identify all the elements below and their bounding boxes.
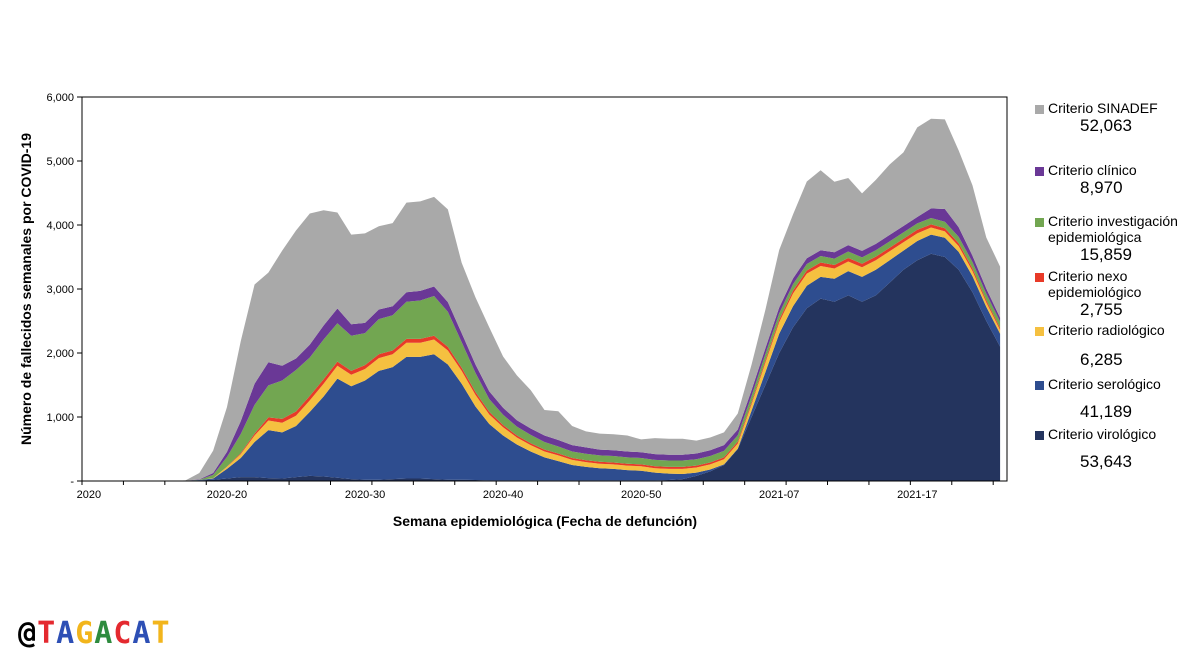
x-tick-label: 2021-17 [897,489,937,501]
x-tick-label: 2021-07 [759,489,799,501]
x-tick-label: 2020-30 [345,489,385,501]
legend-item: Criterio serológico 41,189 [1035,376,1195,421]
watermark-letter: A [56,616,76,651]
legend-total: 8,970 [1080,178,1123,197]
x-tick-label: 2020-40 [483,489,523,501]
legend-item: Criterio investigación epidemiológica 15,… [1035,213,1195,264]
watermark-letter: C [113,616,133,651]
y-axis-title: Número de fallecidos semanales por COVID… [18,133,34,445]
legend-total: 41,189 [1080,402,1132,421]
x-tick-label: 2020-50 [621,489,661,501]
legend-swatch [1035,105,1044,114]
y-tick-label: 2,000 [46,348,74,360]
legend-total: 53,643 [1080,452,1132,471]
legend-label: Criterio serológico [1048,376,1161,392]
legend-swatch [1035,431,1044,440]
legend-item: Criterio virológico 53,643 [1035,426,1195,471]
area-series-4 [144,217,1001,481]
y-tick-label: - [70,476,74,488]
area-series-6 [144,118,1001,481]
watermark-at: @ [18,616,38,651]
legend-label: Criterio SINADEF [1048,100,1158,116]
legend-item: Criterio nexo epidemiológico 2,755 [1035,268,1195,319]
area-layers [82,118,1007,482]
x-tick-label: 2020 [77,489,101,501]
legend-label: Criterio clínico [1048,162,1137,178]
y-tick-label: 5,000 [46,156,74,168]
watermark-letter: T [151,616,171,651]
y-tick-label: 6,000 [46,92,74,104]
legend-total: 52,063 [1080,116,1132,135]
y-tick-label: 4,000 [46,220,74,232]
watermark-letter: A [94,616,114,651]
legend-total: 6,285 [1080,350,1123,369]
legend-label: Criterio radiológico [1048,322,1165,338]
y-tick-label: 1,000 [46,412,74,424]
legend-item: Criterio clínico 8,970 [1035,162,1195,197]
area-series-0 [144,253,1001,481]
watermark-letter: G [75,616,95,651]
legend-swatch [1035,273,1044,282]
watermark-letter: T [37,616,57,651]
legend-item: Criterio radiológico 6,285 [1035,322,1195,369]
legend-total: 15,859 [1080,245,1132,264]
legend-label: Criterio virológico [1048,426,1157,442]
legend-total: 2,755 [1080,300,1123,319]
x-tick-label: 2020-20 [207,489,247,501]
legend-swatch [1035,381,1044,390]
legend-swatch [1035,327,1044,336]
watermark-logo: @TAGACAT [18,616,171,651]
y-axis: - 1,000 2,000 3,000 4,000 5,000 6,000 [46,92,82,488]
x-axis-title: Semana epidemiológica (Fecha de defunció… [393,513,697,529]
x-axis: 2020 2020-20 2020-30 2020-40 2020-50 2021-07 2… [77,481,994,501]
legend-swatch [1035,218,1044,227]
area-series-1 [144,234,1001,481]
watermark-letter: A [132,616,152,651]
legend-label: Criterio nexo epidemiológico [1048,268,1142,300]
legend-label: Criterio investigación epidemiológica [1048,213,1178,245]
y-tick-label: 3,000 [46,284,74,296]
area-series-5 [144,208,1001,482]
legend-item: Criterio SINADEF 52,063 [1035,100,1195,135]
legend-swatch [1035,167,1044,176]
